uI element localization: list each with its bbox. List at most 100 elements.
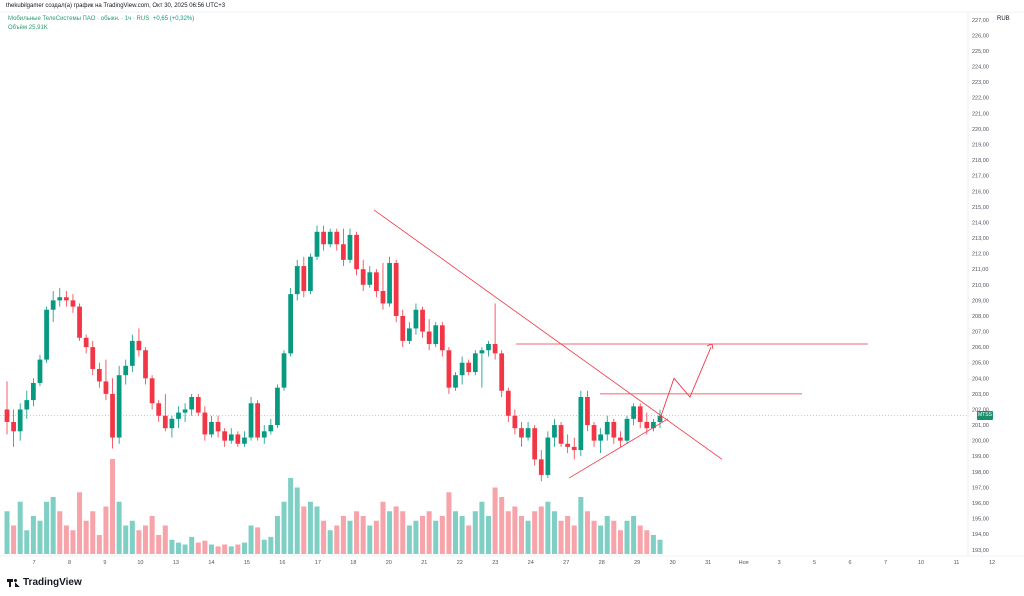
symbol-legend[interactable]: Мобильные ТелеСистемы ПАО · обыкн. · 1ч … (8, 16, 194, 22)
volume-bar (129, 520, 135, 554)
time-tick-label: 7 (32, 560, 35, 566)
volume-bar (268, 536, 274, 554)
volume-bar (222, 544, 228, 554)
candle-body (288, 294, 294, 354)
volume-bar (578, 497, 584, 554)
time-axis[interactable]: 7 8 9 10 13 14 15 16 17 18 20 21 22 23 24 27 28 29 30 31 Ноя… (32, 560, 995, 566)
price-tick-label: 197,00 (972, 485, 989, 491)
volume-bar (327, 530, 333, 554)
volume-bar (288, 478, 294, 554)
candle-body (103, 381, 109, 394)
candle-body (321, 231, 326, 245)
volume-bar (228, 546, 234, 554)
time-tick-label: 15 (244, 560, 250, 566)
ascending-trendline[interactable] (568, 418, 669, 479)
time-tick-label: 28 (599, 560, 605, 566)
volume-bar (637, 525, 643, 554)
volume-bar (631, 516, 637, 554)
candle-body (499, 353, 505, 391)
candle-body (31, 382, 36, 401)
price-tick-label: 213,00 (972, 236, 989, 242)
candle-body (347, 234, 353, 260)
candle-body (512, 415, 518, 429)
volume-bar (30, 516, 36, 554)
candle-body (387, 262, 392, 304)
volume-bar (169, 539, 175, 554)
time-tick-label: 27 (563, 560, 569, 566)
candle-body (129, 340, 135, 366)
price-axis[interactable]: 227,00 226,00 225,00 224,00 223,00 222,00 221,… (972, 18, 989, 554)
volume-bar (354, 511, 360, 554)
candle-body (591, 425, 597, 441)
candle-body (373, 272, 379, 292)
time-tick-label: 12 (989, 560, 995, 566)
volume-bar (215, 546, 221, 554)
candle-body (426, 331, 432, 345)
time-tick-label: 31 (705, 560, 711, 566)
drawings[interactable] (373, 209, 868, 479)
chart-attribution: thekubilgamer создал(а) график на Tradin… (6, 3, 226, 9)
candle-body (459, 362, 465, 376)
volume-bar (96, 535, 102, 554)
volume-bar (472, 511, 478, 554)
candle-body (341, 244, 346, 260)
candle-body (400, 315, 406, 341)
candle-body (24, 400, 30, 410)
volume-bar (44, 501, 50, 554)
candle-body (492, 344, 498, 354)
volume-bar (110, 459, 116, 554)
candle-body (571, 446, 577, 451)
price-tick-label: 201,00 (972, 423, 989, 429)
candle-body (228, 434, 234, 441)
volume-bar (373, 520, 379, 554)
tradingview-logo[interactable]: TradingView (7, 577, 82, 588)
candle-body (156, 403, 162, 416)
time-tick-label: 20 (386, 560, 392, 566)
time-tick-label: 10 (137, 560, 143, 566)
candle-body (532, 428, 538, 460)
projection-path[interactable] (659, 346, 712, 419)
tradingview-logo-icon (7, 578, 20, 587)
volume-bar (657, 539, 663, 554)
volume-bar (123, 525, 129, 554)
candle-body (149, 378, 155, 404)
volume-bar (103, 506, 109, 554)
candle-body (367, 272, 373, 285)
volume-bar (433, 520, 439, 554)
price-tick-label: 211,00 (972, 267, 988, 273)
price-tick-label: 219,00 (972, 142, 989, 148)
volume-bar (281, 501, 287, 554)
candle-body (70, 300, 76, 307)
volume-bar (558, 520, 564, 554)
volume-bar (274, 516, 280, 554)
price-tick-label: 203,00 (972, 392, 989, 398)
candle-body (453, 375, 458, 388)
descending-trendline[interactable] (373, 209, 723, 460)
last-price-tag: MTSS (977, 411, 993, 421)
volume-bar (492, 487, 498, 554)
price-tick-label: 217,00 (972, 174, 989, 180)
price-tick-label: 216,00 (972, 189, 989, 195)
volume-bar (380, 501, 386, 554)
candle-body (327, 231, 333, 245)
price-tick-label: 214,00 (972, 220, 989, 226)
volume-bar (413, 520, 419, 554)
candle-body (255, 403, 261, 438)
volume-bar (235, 544, 241, 554)
volume-bar (11, 525, 17, 554)
price-tick-label: 210,00 (972, 283, 989, 289)
volume-bar (77, 492, 83, 554)
volume-bar (571, 525, 577, 554)
time-tick-label: 7 (884, 560, 887, 566)
volume-legend[interactable]: Объём 25,91K (8, 25, 48, 31)
volume-bars (4, 459, 663, 554)
currency-label[interactable]: RUB (997, 16, 1010, 22)
volume-bar (426, 511, 432, 554)
volume-bar (644, 530, 650, 554)
candle-body (110, 393, 115, 438)
candle-body (611, 421, 617, 438)
candle-body (189, 397, 195, 410)
candle-body (631, 406, 636, 419)
candle-body (169, 418, 175, 429)
